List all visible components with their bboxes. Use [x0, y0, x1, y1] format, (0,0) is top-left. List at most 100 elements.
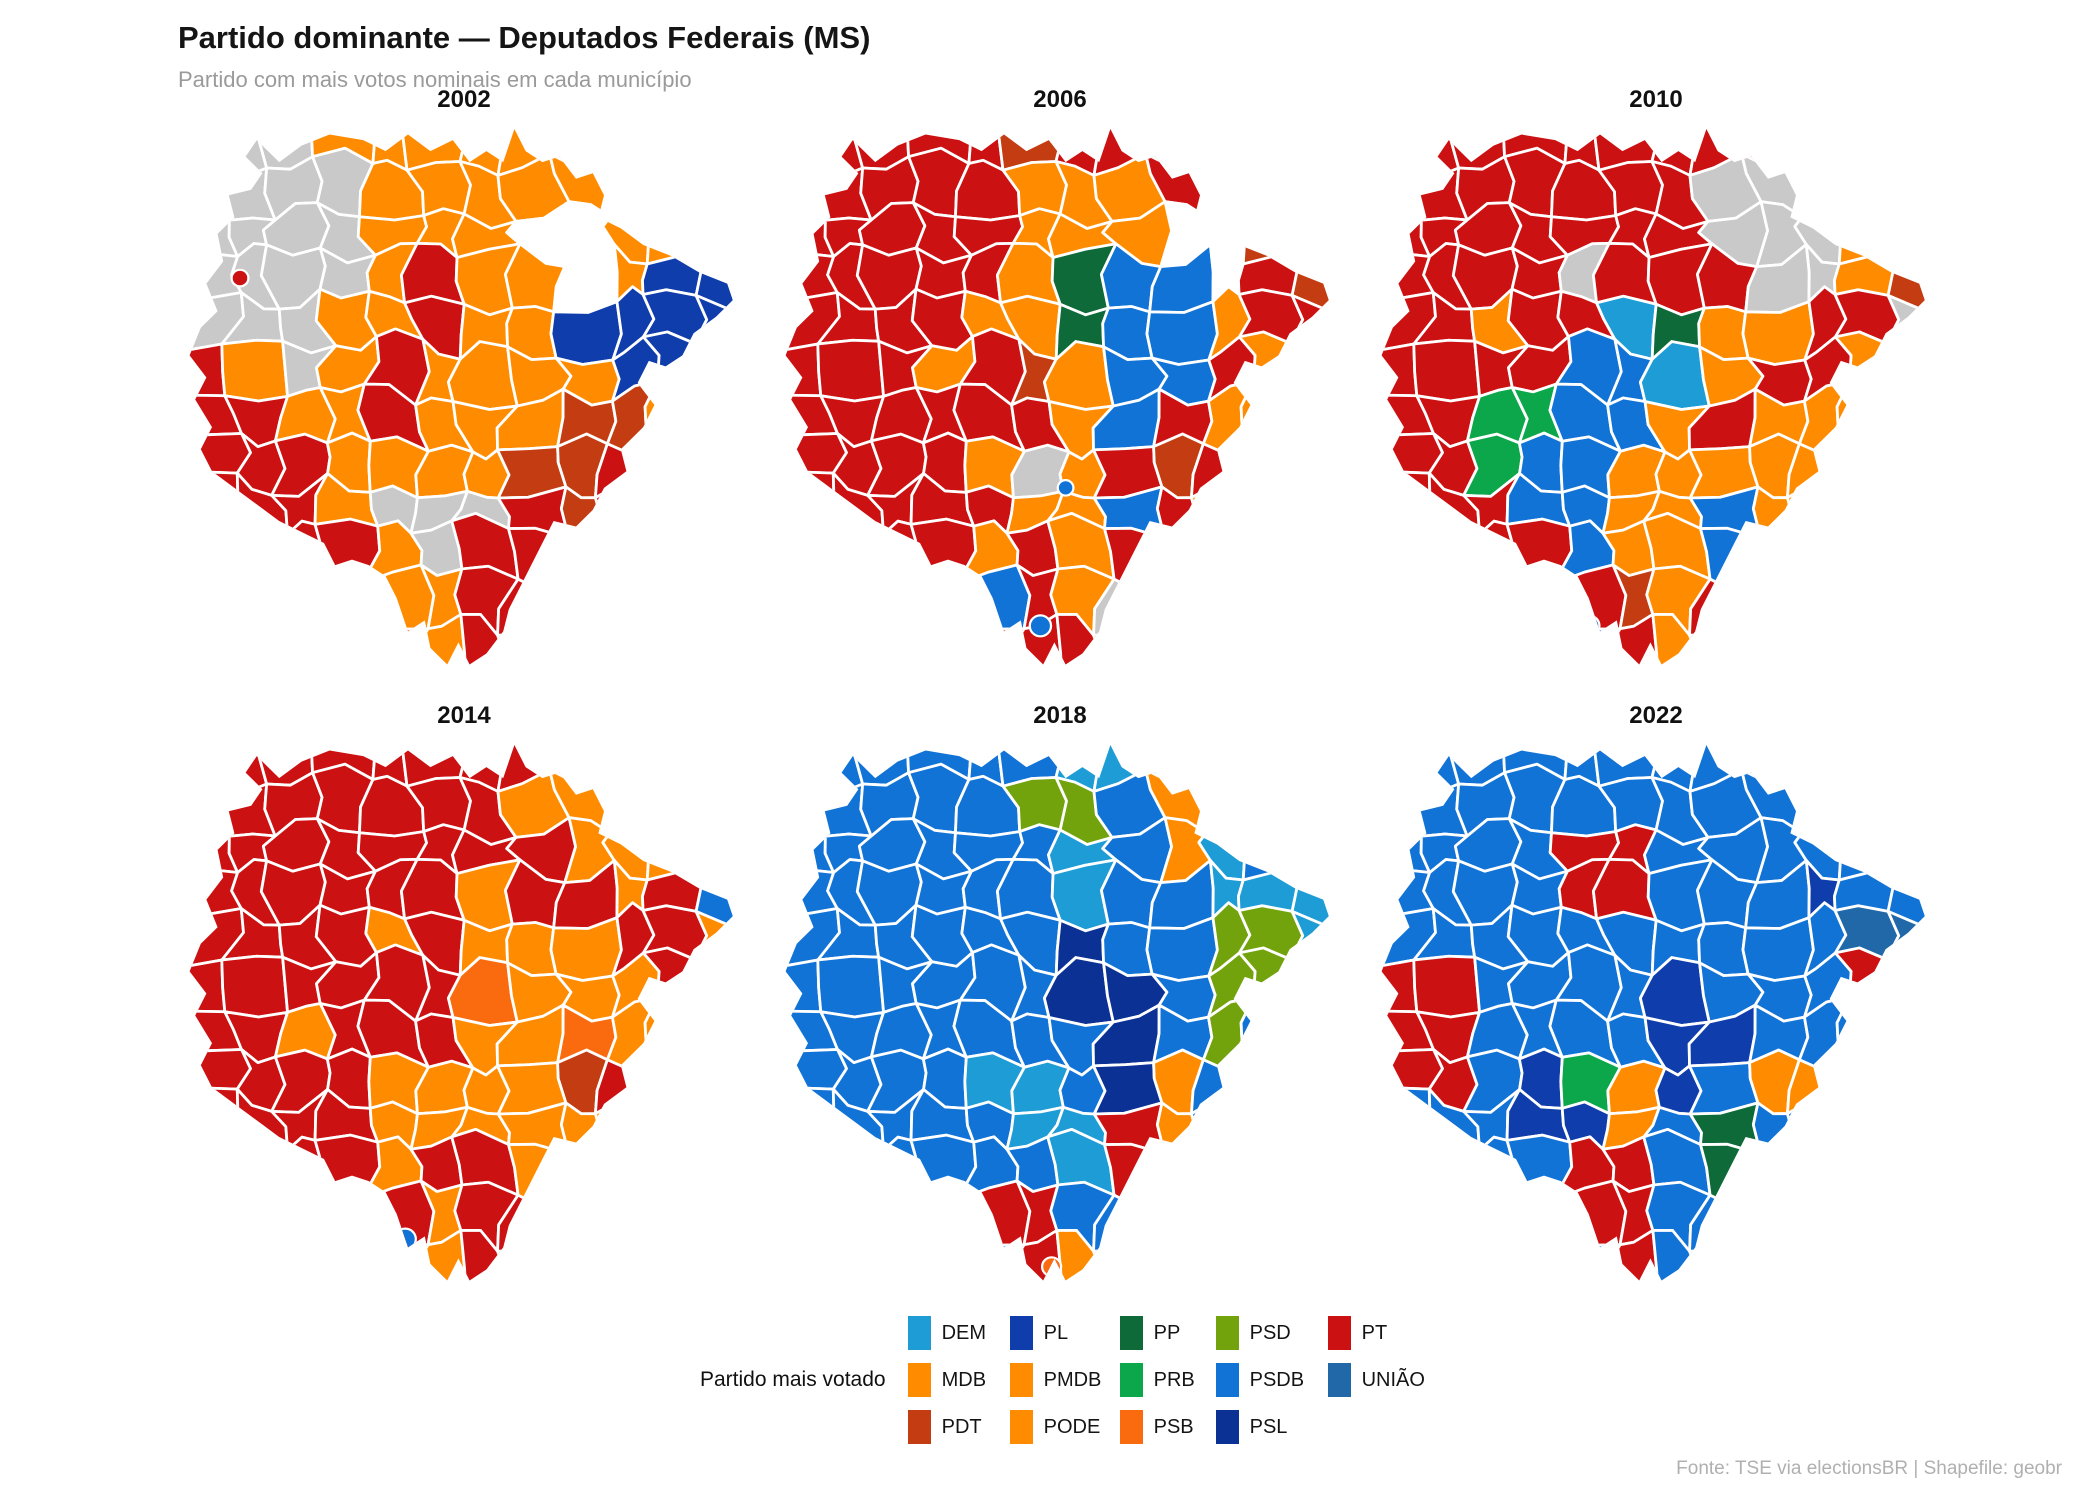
municipio-cell: [686, 1017, 733, 1069]
municipio-cell: [1145, 916, 1219, 982]
municipio-cell: [496, 632, 552, 665]
municipio-cell: [543, 1235, 613, 1281]
municipio-cell: [816, 338, 885, 403]
municipio-cell: [1381, 1225, 1424, 1281]
municipio-cell: [1889, 210, 1925, 248]
municipio-cell: [785, 609, 828, 665]
municipio-cell: [642, 569, 711, 627]
municipio-cell: [283, 1188, 329, 1238]
municipio-cell: [684, 154, 733, 224]
panel-2014: 2014: [166, 700, 762, 1316]
municipio-cell: [690, 1135, 733, 1195]
legend-item-MDB: MDB: [907, 1363, 1010, 1397]
municipio-cell: [283, 572, 329, 622]
municipio-cell: [1381, 534, 1434, 582]
municipio-cell: [643, 995, 706, 1058]
municipio-cell: [1503, 603, 1569, 665]
municipio-cell: [593, 1193, 652, 1238]
municipio-cell: [1834, 1185, 1903, 1243]
municipio-cell: [785, 470, 838, 547]
municipio-cell: [1381, 780, 1423, 838]
municipio-cell: [1242, 473, 1304, 525]
municipio-cell: [1280, 745, 1329, 780]
municipio-cell: [785, 129, 827, 175]
municipio-cell: [1784, 1135, 1846, 1209]
municipio-cell: [606, 129, 657, 171]
legend-item-PODE: PODE: [1009, 1410, 1120, 1444]
municipio-cell: [592, 519, 654, 593]
municipio-cell: [1735, 577, 1799, 637]
municipio-cell: [1190, 1054, 1262, 1116]
municipio-cell: [1786, 438, 1858, 500]
municipio-cell: [1878, 342, 1925, 408]
legend-item-PDT: PDT: [907, 1410, 1010, 1444]
municipio-cell: [1381, 564, 1416, 633]
municipio-cell: [641, 218, 711, 266]
municipio-cell: [312, 1188, 377, 1236]
municipio-cell: [1238, 569, 1307, 627]
municipio-cell: [808, 571, 895, 633]
municipio-cell: [496, 1248, 552, 1281]
map-2006: [780, 118, 1340, 670]
municipio-cell: [1784, 1094, 1858, 1161]
municipio-cell: [1242, 1130, 1304, 1208]
municipio-cell: [1473, 1232, 1526, 1281]
municipio-cell: [1505, 1133, 1574, 1202]
legend-label: PODE: [1043, 1415, 1101, 1438]
municipio-cell: [1280, 129, 1329, 164]
municipio-cell: [1473, 616, 1526, 665]
municipio-cell: [907, 603, 973, 665]
municipio-cell: [642, 1225, 694, 1281]
municipio-cell: [1883, 1186, 1925, 1255]
municipio-cell: [189, 1086, 242, 1163]
municipio-cell: [1875, 623, 1925, 665]
municipio-cell: [1237, 834, 1307, 882]
municipio-cell: [189, 958, 227, 1018]
panel-2006: 2006: [762, 84, 1358, 700]
municipio-cell: [1188, 1094, 1262, 1161]
municipio-cell: [1833, 218, 1903, 266]
choropleth-2006: [785, 129, 1329, 665]
municipio-cell: [1751, 536, 1793, 592]
legend-item-PT: PT: [1327, 1316, 1448, 1350]
municipio-cell: [1238, 609, 1290, 665]
municipio-cell: [606, 160, 657, 227]
municipio-cell: [908, 572, 973, 620]
legend-swatch-PSB: [1119, 1410, 1143, 1444]
municipio-cell: [1735, 619, 1805, 665]
municipio-cell: [1505, 517, 1574, 586]
municipio-cell: [1882, 1086, 1925, 1143]
municipio-cell: [1282, 958, 1329, 1024]
municipio-cell: [1241, 1043, 1308, 1107]
municipio-cell: [1784, 478, 1858, 545]
municipio-cell: [1092, 1248, 1148, 1281]
municipio-cell: [1876, 770, 1925, 840]
municipio-cell: [1238, 1225, 1290, 1281]
municipio-cell: [1139, 619, 1209, 665]
municipio-cell: [1834, 1225, 1886, 1281]
municipio-cell: [1784, 519, 1846, 593]
municipio-cell: [1190, 609, 1255, 665]
municipio-cell: [814, 1232, 894, 1281]
municipio-cell: [189, 1150, 242, 1198]
municipio-cell: [1882, 1135, 1925, 1195]
municipio-cell: [1280, 154, 1329, 224]
municipio-cell: [1410, 1232, 1490, 1281]
municipio-cell: [785, 564, 820, 633]
municipio-cell: [907, 1219, 973, 1281]
municipio-cell: [956, 563, 1032, 631]
municipio-cell: [1381, 958, 1419, 1018]
municipio-cell: [1299, 431, 1329, 481]
municipio-cell: [1785, 577, 1844, 622]
municipio-cell: [646, 473, 708, 525]
legend-label: PSD: [1249, 1321, 1291, 1344]
municipio-cell: [683, 623, 733, 665]
municipio-cell: [684, 129, 733, 164]
municipio-cell: [785, 1086, 838, 1163]
municipio-cell: [593, 577, 652, 622]
municipio-dot: [230, 268, 250, 288]
municipio-cell: [1404, 571, 1491, 633]
municipio-cell: [785, 534, 838, 582]
municipio-cell: [785, 745, 827, 791]
municipio-cell: [686, 401, 733, 453]
